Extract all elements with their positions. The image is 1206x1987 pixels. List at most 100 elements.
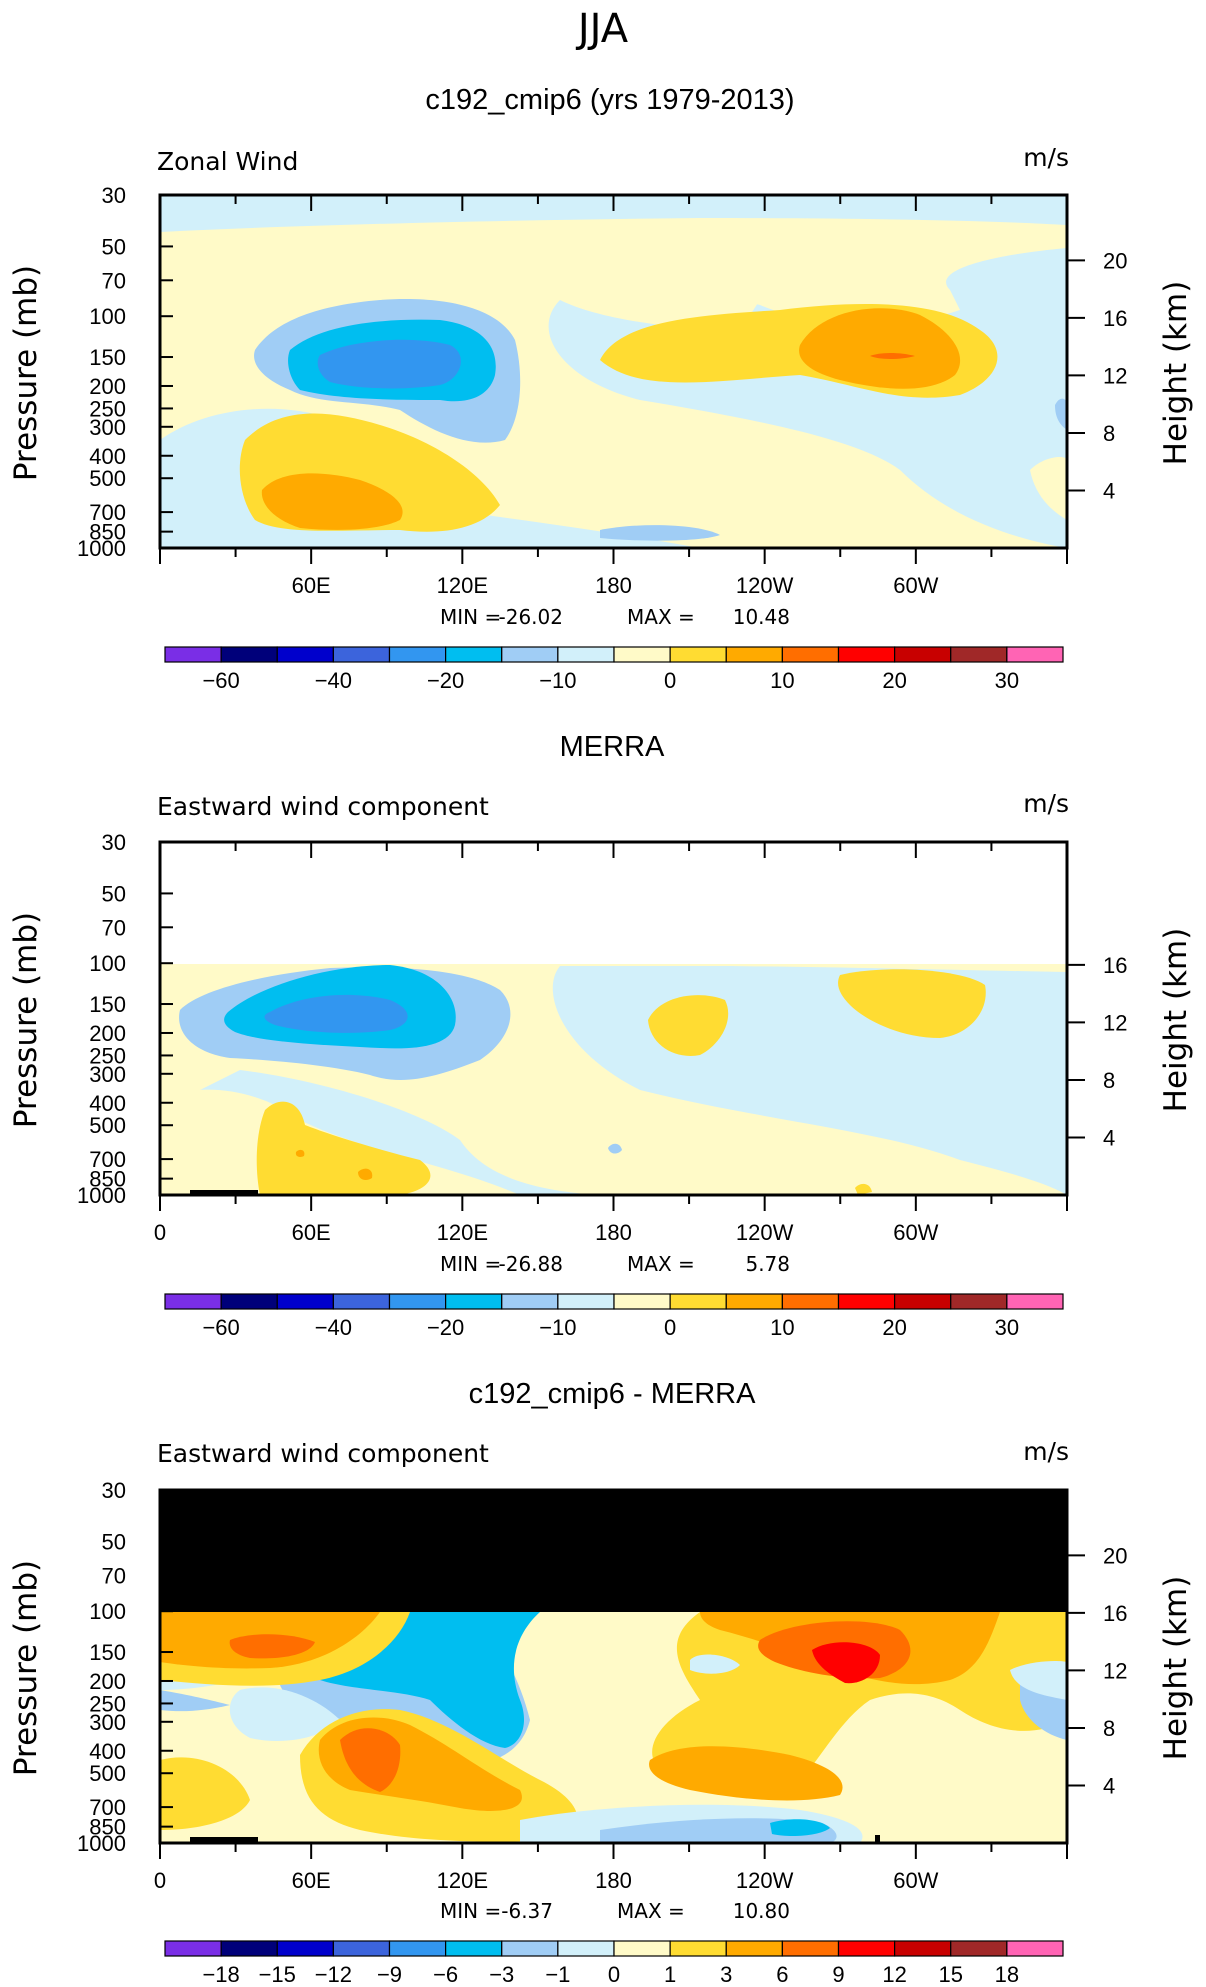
panel-reanalysis: MERRA Eastward wind component m/s 30 50 70… bbox=[8, 731, 1194, 1340]
y-tick-label: 50 bbox=[102, 881, 126, 906]
colorbar-swatch bbox=[220, 1940, 278, 1957]
contour-band bbox=[649, 1746, 843, 1801]
right-tick-label: 20 bbox=[1103, 248, 1127, 273]
colorbar-swatch bbox=[613, 1940, 671, 1957]
right-tick-label: 4 bbox=[1103, 478, 1115, 503]
min-label: MIN = bbox=[440, 1252, 501, 1276]
colorbar-label: −6 bbox=[433, 1962, 458, 1987]
y-axis-label-right: Height (km) bbox=[1158, 928, 1194, 1113]
contour-band bbox=[1030, 457, 1067, 520]
max-label: MAX = bbox=[617, 1899, 685, 1923]
x-tick-label: 0 bbox=[154, 1868, 166, 1893]
min-value: -6.37 bbox=[501, 1899, 553, 1923]
stats-line: MIN = -6.37 MAX = 10.80 bbox=[440, 1899, 790, 1923]
y-tick-label: 30 bbox=[102, 183, 126, 208]
max-value: 10.80 bbox=[733, 1899, 790, 1923]
contour-band bbox=[770, 1819, 830, 1836]
colorbar-swatch bbox=[669, 1940, 727, 1957]
colorbar: −60 −40 −20 −10 0 10 20 30 bbox=[164, 1293, 1064, 1340]
contour-band bbox=[229, 1634, 315, 1659]
y-tick-label: 850 bbox=[89, 1167, 126, 1192]
y-tick-label: 50 bbox=[102, 234, 126, 259]
colorbar-label: −10 bbox=[539, 668, 576, 693]
colorbar-swatch bbox=[725, 646, 783, 663]
colorbar-swatch bbox=[950, 1940, 1008, 1957]
contour-band bbox=[855, 1183, 872, 1195]
right-tick-label: 16 bbox=[1103, 1601, 1127, 1626]
y-tick-label: 300 bbox=[89, 1710, 126, 1735]
colorbar-swatch bbox=[950, 1293, 1008, 1310]
colorbar-label: −9 bbox=[377, 1962, 402, 1987]
colorbar-label: 12 bbox=[882, 1962, 906, 1987]
colorbar-label: −1 bbox=[545, 1962, 570, 1987]
panel-difference: c192_cmip6 - MERRA Eastward wind compone… bbox=[8, 1378, 1194, 1987]
x-tick-label: 120W bbox=[736, 1220, 794, 1245]
contour-band bbox=[838, 969, 986, 1038]
colorbar-swatch bbox=[781, 1293, 840, 1310]
right-tick-label: 16 bbox=[1103, 953, 1127, 978]
missing-terrain bbox=[875, 1835, 880, 1843]
colorbar-swatch bbox=[894, 646, 952, 663]
contour-field bbox=[160, 1490, 1067, 1843]
x-tick-label: 120E bbox=[437, 1220, 488, 1245]
missing-region bbox=[160, 1490, 1067, 1612]
colorbar-label: −40 bbox=[315, 1315, 352, 1340]
panel-units: m/s bbox=[1023, 789, 1069, 818]
colorbar-swatch bbox=[894, 1940, 952, 1957]
y-tick-label: 30 bbox=[102, 1478, 126, 1503]
contour-band bbox=[812, 1642, 880, 1684]
y-tick-label: 70 bbox=[102, 915, 126, 940]
colorbar-swatch bbox=[950, 646, 1008, 663]
colorbar-swatch bbox=[837, 1293, 896, 1310]
y-tick-label: 700 bbox=[89, 1147, 126, 1172]
y-tick-label: 400 bbox=[89, 1091, 126, 1116]
panel-left-label: Zonal Wind bbox=[157, 147, 298, 176]
x-tick-label: 60E bbox=[292, 1868, 331, 1893]
contour-band bbox=[600, 525, 720, 541]
colorbar-label: −18 bbox=[202, 1962, 239, 1987]
y-tick-label: 700 bbox=[89, 1795, 126, 1820]
contour-band bbox=[295, 1149, 305, 1157]
colorbar-label: −60 bbox=[202, 668, 239, 693]
colorbar-swatch bbox=[1006, 646, 1064, 663]
colorbar-swatch bbox=[725, 1940, 783, 1957]
colorbar-swatch bbox=[669, 1293, 727, 1310]
colorbar-label: 20 bbox=[882, 1315, 906, 1340]
contour-band bbox=[690, 1654, 740, 1674]
panel-units: m/s bbox=[1023, 1437, 1069, 1466]
right-tick-label: 4 bbox=[1103, 1125, 1115, 1150]
colorbar-label: 0 bbox=[664, 668, 676, 693]
right-tick-label: 12 bbox=[1103, 1658, 1127, 1683]
colorbar-swatch bbox=[164, 1940, 222, 1957]
right-tick-label: 12 bbox=[1103, 1010, 1127, 1035]
y-tick-label: 150 bbox=[89, 992, 126, 1017]
max-label: MAX = bbox=[627, 1252, 695, 1276]
colorbar-swatch bbox=[1006, 1293, 1064, 1310]
colorbar-swatch bbox=[894, 1293, 952, 1310]
colorbar-swatch bbox=[164, 1293, 222, 1310]
y-tick-label: 200 bbox=[89, 1021, 126, 1046]
y-axis-label-right: Height (km) bbox=[1158, 1576, 1194, 1761]
colorbar-swatch bbox=[445, 1940, 503, 1957]
y-tick-label: 250 bbox=[89, 396, 126, 421]
y-tick-label: 850 bbox=[89, 1815, 126, 1840]
colorbar-swatch bbox=[388, 1940, 447, 1957]
y-tick-label: 1000 bbox=[77, 1183, 126, 1208]
colorbar-label: −40 bbox=[315, 668, 352, 693]
colorbar-swatch bbox=[276, 1940, 334, 1957]
y-tick-label: 150 bbox=[89, 345, 126, 370]
x-tick-label: 180 bbox=[595, 1868, 632, 1893]
contour-field bbox=[160, 195, 1067, 548]
contour-band bbox=[870, 353, 915, 359]
colorbar-swatch bbox=[220, 646, 278, 663]
y-tick-label: 200 bbox=[89, 374, 126, 399]
colorbar-label: −15 bbox=[259, 1962, 296, 1987]
colorbar-swatch bbox=[445, 1293, 503, 1310]
colorbar-swatch bbox=[276, 1293, 334, 1310]
contour-band bbox=[340, 1728, 401, 1792]
x-tick-label: 0 bbox=[154, 1220, 166, 1245]
contour-band bbox=[608, 1143, 622, 1154]
min-label: MIN = bbox=[440, 605, 501, 629]
y-tick-label: 150 bbox=[89, 1640, 126, 1665]
panel-title: c192_cmip6 - MERRA bbox=[469, 1378, 757, 1410]
